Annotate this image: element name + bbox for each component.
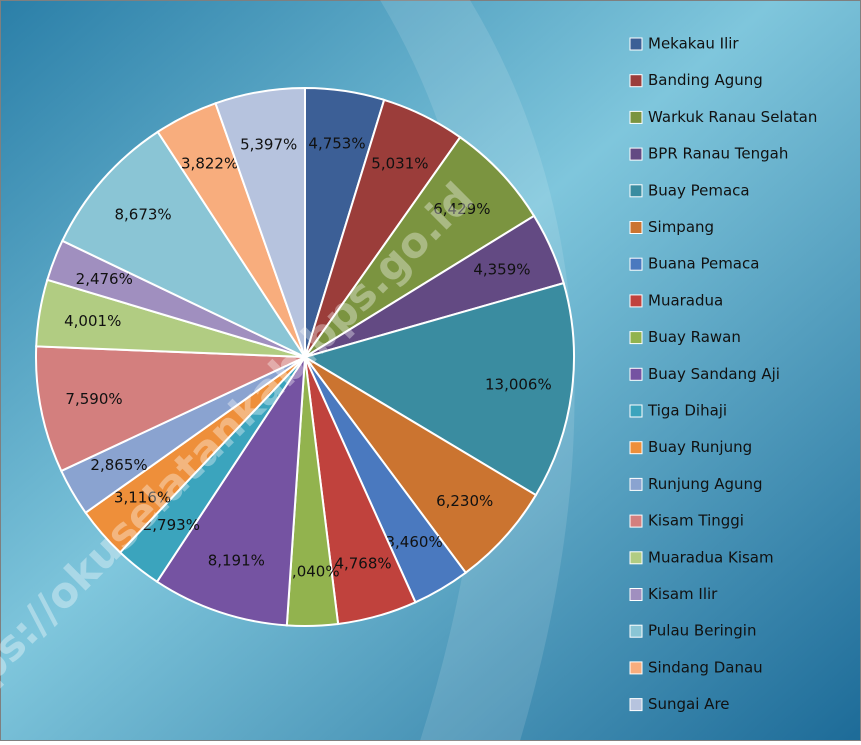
- legend-label: Buay Rawan: [648, 328, 741, 346]
- legend-swatch: [629, 661, 643, 675]
- legend-label: Buay Pemaca: [648, 181, 750, 199]
- data-label: 4,359%: [473, 261, 530, 279]
- legend-label: Warkuk Ranau Selatan: [648, 108, 817, 126]
- legend-label: Buana Pemaca: [648, 255, 759, 273]
- data-label: 7,590%: [65, 390, 122, 408]
- legend-label: Buay Runjung: [648, 438, 752, 456]
- pie-slice: [35, 345, 306, 473]
- legend-label: Simpang: [648, 218, 714, 236]
- legend-label: Tiga Dihaji: [647, 402, 727, 420]
- data-label: 2,793%: [143, 516, 200, 534]
- legend-swatch: [629, 624, 643, 638]
- legend-label: Muaradua: [648, 291, 723, 309]
- legend-swatch: [629, 147, 643, 161]
- legend-label: Banding Agung: [648, 71, 763, 89]
- legend-swatch: [629, 331, 643, 345]
- data-label: 5,031%: [371, 154, 428, 172]
- data-label: 3,040%: [282, 563, 339, 581]
- legend-label: Runjung Agung: [648, 475, 763, 493]
- legend-swatch: [629, 257, 643, 271]
- legend-swatch: [629, 37, 643, 51]
- data-label: 6,429%: [433, 200, 490, 218]
- legend-swatch: [629, 477, 643, 491]
- legend-swatch: [629, 74, 643, 88]
- legend-swatch: [629, 698, 643, 712]
- legend-swatch: [629, 588, 643, 601]
- legend-label: Buay Sandang Aji: [648, 365, 780, 383]
- pie-slice: [302, 281, 575, 497]
- data-label: 4,001%: [64, 312, 121, 330]
- data-label: 3,460%: [386, 533, 443, 551]
- data-label: 5,397%: [240, 135, 297, 153]
- legend-label: BPR Ranau Tengah: [648, 145, 788, 163]
- legend-label: Sindang Danau: [648, 658, 763, 676]
- legend-swatch: [629, 184, 643, 198]
- legend-swatch: [629, 404, 643, 418]
- data-label: 8,673%: [114, 206, 171, 224]
- legend-swatch: [629, 294, 643, 308]
- data-label: 13,006%: [485, 375, 552, 393]
- legend-label: Mekakau Ilir: [648, 35, 739, 53]
- legend-label: Kisam Tinggi: [648, 512, 744, 530]
- data-label: 2,476%: [76, 270, 133, 288]
- legend-swatch: [629, 441, 643, 455]
- pie-slice: [214, 86, 306, 358]
- data-label: 8,191%: [208, 551, 265, 569]
- legend-label: Kisam Ilir: [648, 585, 718, 603]
- data-label: 3,116%: [114, 489, 171, 507]
- legend-label: Sungai Are: [648, 695, 730, 713]
- data-label: 3,822%: [181, 155, 238, 173]
- legend-swatch: [629, 551, 643, 565]
- legend: Mekakau Ilir Banding Agung Warkuk Ranau Se…: [629, 35, 817, 713]
- data-label: 2,865%: [90, 456, 147, 474]
- legend-swatch: [629, 367, 643, 381]
- pie-slice: [155, 353, 307, 627]
- legend-swatch: [629, 110, 643, 124]
- decoration: [380, 0, 575, 741]
- pie: 4,753% 5,031% 6,429% 4,359% 13,006% 6,230% 3,4…: [35, 86, 575, 627]
- legend-label: Pulau Beringin: [648, 622, 756, 640]
- legend-label: Muaradua Kisam: [648, 548, 774, 566]
- legend-swatch: [629, 514, 643, 528]
- pie-slice: [61, 130, 308, 360]
- data-label: 6,230%: [436, 492, 493, 510]
- data-label: 4,753%: [308, 135, 365, 153]
- data-label: 4,768%: [334, 555, 391, 573]
- legend-swatch: [629, 221, 643, 234]
